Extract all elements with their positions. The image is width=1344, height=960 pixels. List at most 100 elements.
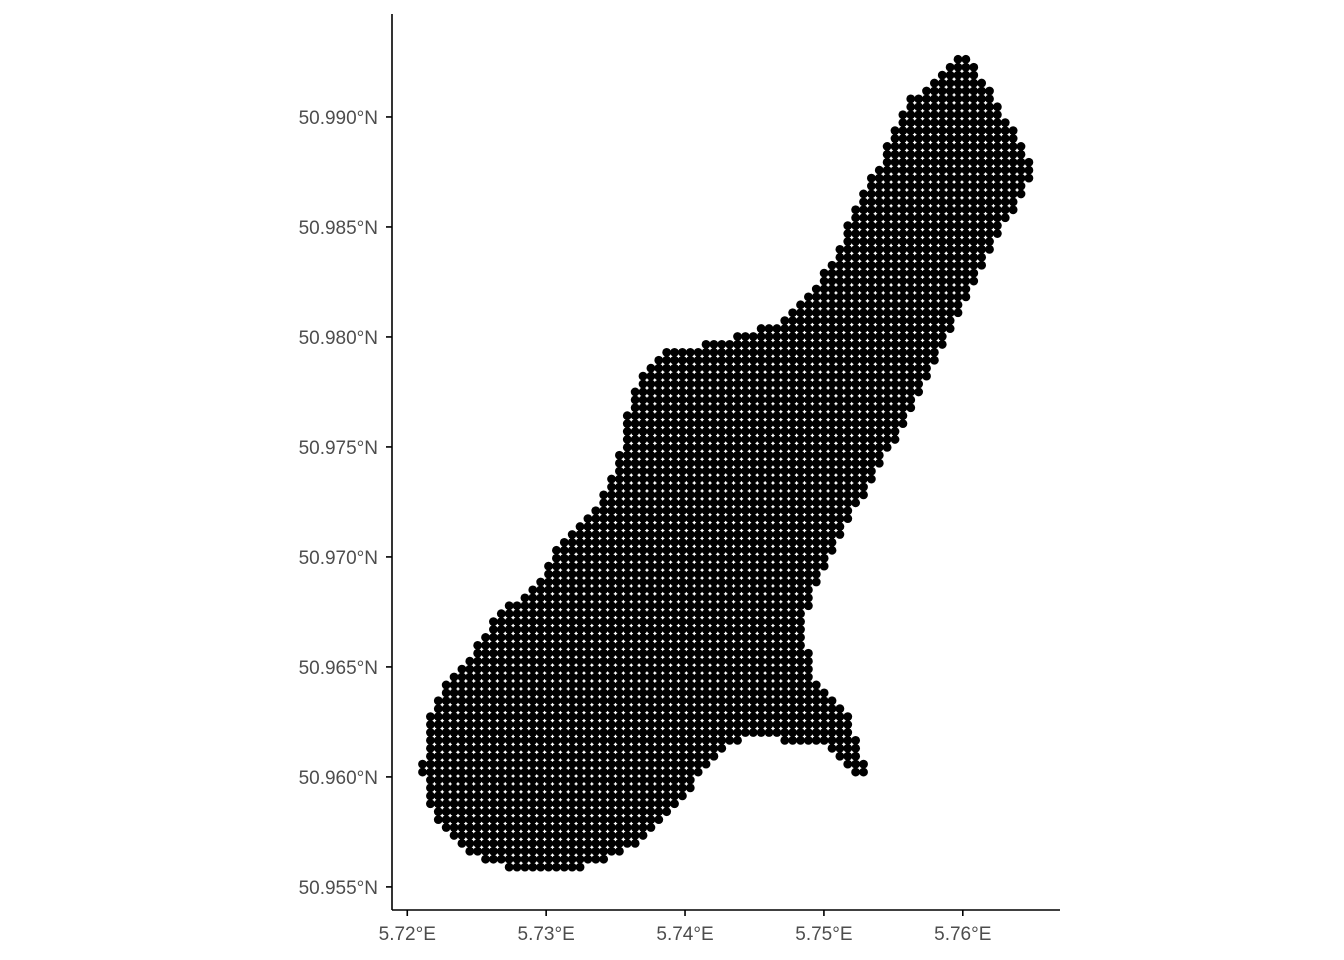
grid-point xyxy=(725,561,735,571)
grid-point xyxy=(961,237,971,246)
grid-point xyxy=(489,617,498,626)
grid-point xyxy=(788,633,798,642)
grid-point xyxy=(607,633,616,642)
grid-point xyxy=(693,411,703,421)
grid-point xyxy=(567,759,577,769)
grid-point xyxy=(819,308,829,318)
grid-point xyxy=(882,157,892,167)
grid-point xyxy=(796,538,805,547)
grid-point xyxy=(748,728,758,737)
grid-point xyxy=(701,466,711,476)
grid-point xyxy=(622,427,632,436)
grid-point xyxy=(985,157,994,167)
grid-point xyxy=(701,545,711,555)
grid-point xyxy=(449,728,459,737)
grid-point xyxy=(788,482,798,492)
grid-point xyxy=(489,704,498,714)
grid-point xyxy=(646,403,656,413)
grid-point xyxy=(756,720,766,729)
grid-point xyxy=(748,355,758,365)
grid-point xyxy=(465,672,475,682)
grid-point xyxy=(929,237,939,246)
grid-point xyxy=(788,545,798,555)
grid-point xyxy=(678,672,687,682)
grid-point xyxy=(906,181,916,191)
grid-point xyxy=(481,743,490,753)
grid-point xyxy=(646,593,656,603)
grid-point xyxy=(662,712,672,722)
grid-point xyxy=(788,403,798,413)
grid-point xyxy=(772,553,782,563)
grid-point xyxy=(670,720,679,729)
grid-point xyxy=(764,347,774,357)
grid-point xyxy=(835,411,845,421)
grid-point xyxy=(804,735,813,745)
grid-point xyxy=(733,633,742,642)
grid-point xyxy=(709,625,719,634)
grid-point xyxy=(433,743,443,753)
grid-point xyxy=(685,522,695,531)
grid-point xyxy=(819,292,829,302)
grid-point xyxy=(622,783,632,793)
grid-point xyxy=(559,807,569,817)
grid-point xyxy=(756,633,766,642)
grid-point xyxy=(874,284,884,294)
grid-point xyxy=(654,783,664,793)
grid-point xyxy=(678,593,687,603)
grid-point xyxy=(512,656,522,666)
grid-point xyxy=(804,332,813,341)
grid-point xyxy=(835,427,845,436)
grid-point xyxy=(575,846,585,856)
grid-point xyxy=(599,514,609,524)
grid-point xyxy=(748,688,758,698)
grid-point xyxy=(638,680,648,690)
grid-point xyxy=(764,427,774,436)
grid-point xyxy=(678,633,687,642)
grid-point xyxy=(630,577,640,587)
grid-point xyxy=(512,743,522,753)
grid-point xyxy=(709,427,719,436)
grid-point xyxy=(906,94,916,104)
grid-point xyxy=(607,846,616,856)
grid-point xyxy=(630,712,640,722)
grid-point xyxy=(811,379,821,389)
grid-point xyxy=(496,743,506,753)
grid-point xyxy=(764,569,774,579)
grid-point xyxy=(937,70,947,80)
grid-point xyxy=(804,442,813,452)
grid-point xyxy=(1008,205,1018,215)
grid-point xyxy=(922,94,931,104)
grid-point xyxy=(441,720,451,729)
grid-point xyxy=(504,759,514,769)
grid-point xyxy=(583,585,593,595)
grid-point xyxy=(733,340,742,349)
grid-point xyxy=(670,545,679,555)
grid-point xyxy=(622,466,632,476)
grid-point xyxy=(544,838,553,848)
grid-point xyxy=(819,347,829,357)
grid-point xyxy=(646,490,656,500)
grid-point xyxy=(607,530,616,539)
grid-point xyxy=(512,617,522,626)
grid-point xyxy=(544,799,553,809)
grid-point xyxy=(953,134,963,143)
grid-point xyxy=(693,490,703,500)
grid-point xyxy=(575,728,585,737)
grid-point xyxy=(906,395,916,405)
grid-point xyxy=(748,577,758,587)
grid-point xyxy=(922,126,931,135)
grid-point xyxy=(843,229,853,238)
grid-point xyxy=(693,759,703,769)
grid-point xyxy=(804,474,813,484)
grid-point xyxy=(843,498,853,508)
grid-point xyxy=(882,355,892,365)
grid-point xyxy=(992,126,1002,135)
grid-point xyxy=(615,696,624,706)
grid-point xyxy=(670,577,679,587)
grid-point xyxy=(985,134,994,143)
grid-point xyxy=(473,838,483,848)
grid-point xyxy=(906,324,916,333)
grid-point xyxy=(819,371,829,381)
grid-point xyxy=(914,213,924,223)
grid-point xyxy=(843,490,853,500)
